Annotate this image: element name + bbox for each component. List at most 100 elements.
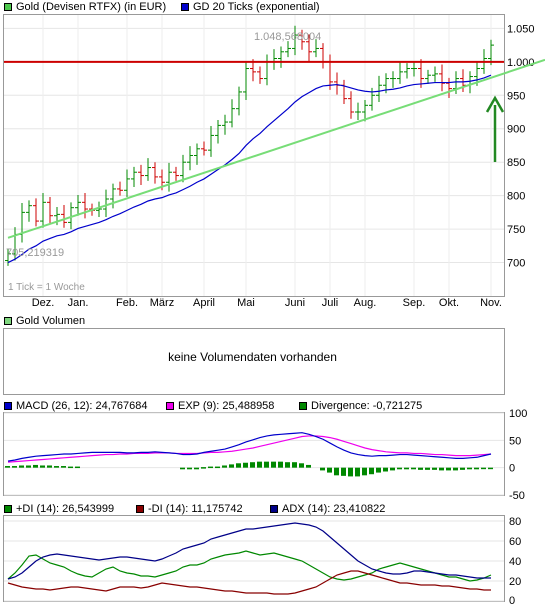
divergence-bar (432, 467, 437, 470)
divergence-bar (488, 467, 493, 470)
divergence-bar (348, 467, 353, 477)
divergence-bar (467, 467, 472, 470)
gd20-line (7, 74, 492, 264)
trendline (7, 58, 545, 239)
divergence-bar (404, 467, 409, 470)
ohlc-bar (138, 164, 144, 185)
high-annotation: 1.048,568004 (254, 31, 321, 43)
exp-line (7, 435, 492, 463)
ohlc-bar (390, 71, 396, 88)
macd-line (7, 432, 492, 462)
ohlc-bar (411, 61, 417, 77)
divergence-bar (320, 467, 325, 471)
price-x-tick: Sep. (403, 297, 426, 309)
divergence-bar (187, 467, 192, 470)
price-x-tick: Jan. (68, 297, 89, 309)
price-x-tick: April (193, 297, 215, 309)
divergence-bar (418, 467, 423, 470)
macd-legend-macd: MACD (26, 12): 24,767684 (4, 400, 147, 412)
ohlc-bar (236, 86, 242, 116)
ohlc-bar (110, 183, 116, 209)
ohlc-bar (40, 192, 46, 228)
divergence-bar (194, 467, 199, 470)
ohlc-bar (222, 114, 228, 135)
price-y-tick: 900 (507, 124, 525, 136)
ohlc-bar (75, 194, 81, 216)
ohlc-bar (341, 79, 347, 104)
ohlc-bar (103, 189, 109, 218)
ohlc-bar (68, 202, 74, 230)
dmi-y-tick: 0 (509, 595, 515, 606)
low-annotation: 705,219319 (6, 247, 64, 259)
price-x-tick: Mai (237, 297, 255, 309)
ohlc-bar (264, 54, 270, 86)
ohlc-bar (467, 71, 473, 94)
divergence-bar (292, 462, 297, 468)
dmi-legend-adx: ADX (14): 23,410822 (270, 503, 385, 515)
price-y-tick: 850 (507, 157, 525, 169)
exp-swatch-icon (166, 402, 174, 410)
price-y-tick: 750 (507, 224, 525, 236)
ohlc-bar (194, 143, 200, 165)
divergence-bar (215, 466, 220, 469)
price-x-tick: Okt. (439, 297, 459, 309)
divergence-bar (453, 467, 458, 471)
divergence-bar (334, 467, 339, 476)
divergence-bar (376, 467, 381, 473)
macd-y-tick: -50 (509, 490, 525, 502)
divergence-bar (208, 466, 213, 469)
ohlc-bar (397, 62, 403, 84)
gd20-swatch-icon (181, 3, 189, 11)
ohlc-bar (5, 248, 11, 266)
ohlc-bar (404, 63, 410, 79)
divergence-bar (446, 467, 451, 471)
macd-y-tick: 50 (509, 435, 521, 447)
divergence-bar (425, 467, 430, 470)
ohlc-bar (306, 34, 312, 62)
price-x-tick: Aug. (354, 297, 377, 309)
divergence-bar (47, 465, 52, 468)
macd-y-tick: 100 (509, 408, 527, 420)
divergence-bar (68, 466, 73, 469)
volume-empty-message: keine Volumendaten vorhanden (168, 350, 337, 364)
main-legend-gold-label: Gold (Devisen RTFX) (in EUR) (16, 1, 167, 13)
ohlc-bar (96, 201, 102, 218)
gold-swatch-icon (4, 3, 12, 11)
ohlc-bar (19, 203, 25, 243)
ohlc-bar (285, 41, 291, 58)
ohlc-bar (432, 66, 438, 82)
dmi-y-tick: 20 (509, 576, 521, 588)
divergence-bar (383, 467, 388, 472)
ohlc-bar (250, 59, 256, 82)
price-y-tick: 800 (507, 191, 525, 203)
divergence-bar (481, 467, 486, 470)
divergence-bar (285, 462, 290, 468)
divergence-bar (236, 463, 241, 468)
price-x-tick: Juni (285, 297, 305, 309)
price-y-tick: 700 (507, 258, 525, 270)
minus-di-line (7, 570, 491, 595)
ohlc-bar (271, 49, 277, 70)
ohlc-bar (376, 75, 382, 102)
ohlc-bar (439, 64, 445, 92)
main-legend-gold: Gold (Devisen RTFX) (in EUR) (4, 1, 166, 13)
ohlc-bar (425, 69, 431, 84)
price-x-tick: März (150, 297, 174, 309)
price-y-tick: 1.050 (507, 23, 535, 35)
divergence-bar (201, 467, 206, 469)
macd-legend-exp: EXP (9): 25,488958 (166, 400, 274, 412)
ohlc-bar (152, 162, 158, 184)
ohlc-bar (47, 196, 53, 224)
divergence-bar (40, 465, 45, 468)
divergence-bar (397, 467, 402, 470)
divergence-bar (306, 464, 311, 468)
plus-di-swatch-icon (4, 505, 12, 513)
divergence-bar (439, 467, 444, 471)
divergence-bar (257, 461, 262, 468)
macd-legend-exp-label: EXP (9): 25,488958 (178, 400, 275, 412)
ohlc-bar (320, 43, 326, 69)
dmi-legend-minus: -DI (14): 11,175742 (136, 503, 243, 515)
ohlc-bar (201, 141, 207, 156)
divergence-bar (180, 467, 185, 470)
